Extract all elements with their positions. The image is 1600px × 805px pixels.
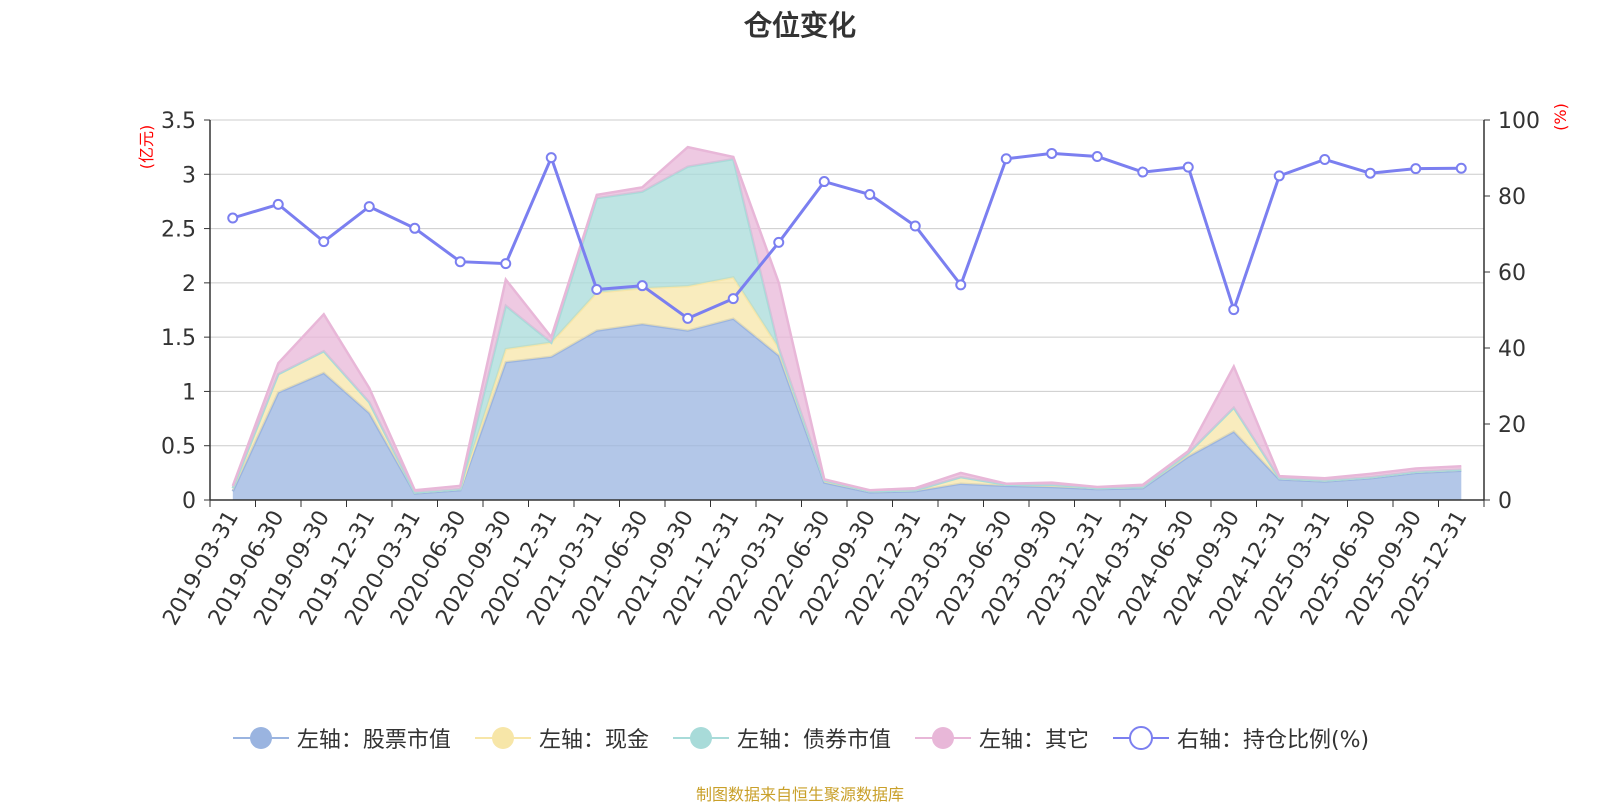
ratio-point [1000,153,1012,165]
stacked-areas [231,145,1462,500]
left-tick-label: 3 [182,163,196,188]
legend-label: 左轴：债券市值 [736,728,891,753]
ratio-point [773,236,785,248]
left-tick-label: 0 [182,489,196,514]
ratio-point [909,220,921,232]
right-tick-label: 40 [1498,337,1526,362]
area-band [232,318,1462,500]
left-tick-label: 1 [182,380,196,405]
legend-label: 左轴：其它 [978,728,1089,753]
chart-title: 仓位变化 [743,9,856,42]
ratio-point [636,280,648,292]
ratio-point [500,258,512,270]
area-edge [231,145,1462,492]
legend-label: 右轴：持仓比例(%) [1176,728,1370,753]
right-tick-label: 60 [1498,261,1526,286]
ratio-point [545,152,557,164]
left-tick-label: 1.5 [161,326,196,351]
legend-swatch [672,727,729,749]
ratio-point [454,256,466,268]
ratio-point [1319,154,1331,166]
legend-swatch [914,727,971,749]
legend-swatch [232,727,289,749]
legend: 左轴：股票市值 左轴：现金 左轴：债券市值 左轴：其它 右轴：持仓比例(%) [0,722,1600,754]
ratio-line [227,147,1467,324]
ratio-point [591,283,603,295]
ratio-point [318,236,330,248]
ratio-point [1273,170,1285,182]
left-tick-label: 0.5 [161,435,196,460]
right-tick-label: 100 [1498,109,1540,134]
ratio-point [1364,167,1376,179]
area-edge [231,317,1462,495]
right-tick-label: 0 [1498,489,1512,514]
ratio-point [1410,163,1422,175]
area-band [232,147,1462,493]
legend-label: 左轴：股票市值 [296,728,451,753]
gridlines [210,119,1484,501]
area-edge [231,157,1462,494]
right-axis-unit: (%) [1551,103,1570,131]
legend-swatch [474,727,531,749]
ratio-point [1228,304,1240,316]
legend-item[interactable]: 左轴：债券市值 [671,722,891,754]
left-axis-unit: (亿元) [137,125,156,170]
ratio-point [1091,150,1103,162]
ratio-point [272,198,284,210]
area-band [232,277,1462,494]
ratio-point [1046,147,1058,159]
ratio-point [864,188,876,200]
left-tick-label: 2.5 [161,218,196,243]
left-tick-label: 2 [182,272,196,297]
legend-item[interactable]: 左轴：股票市值 [231,722,451,754]
ratio-point [1137,166,1149,178]
legend-item[interactable]: 右轴：持仓比例(%) [1111,722,1369,754]
ratio-point [955,279,967,291]
right-tick-label: 20 [1498,413,1526,438]
ratio-point [1455,162,1467,174]
source-note: 制图数据来自恒生聚源数据库 [695,785,904,804]
ratio-point [727,293,739,305]
legend-swatch [1112,726,1169,750]
left-tick-label: 3.5 [161,109,196,134]
area-band [232,159,1462,493]
legend-item[interactable]: 左轴：其它 [913,722,1089,754]
ratio-line-path [232,151,1462,321]
ratio-point [363,201,375,213]
ratio-point [227,212,239,224]
ratio-point [682,312,694,324]
area-edge [231,276,1462,494]
ratio-point [1182,161,1194,173]
legend-item[interactable]: 左轴：现金 [473,722,649,754]
legend-label: 左轴：现金 [538,728,649,753]
right-tick-label: 80 [1498,185,1526,210]
ratio-point [818,176,830,188]
ratio-point [409,222,421,234]
